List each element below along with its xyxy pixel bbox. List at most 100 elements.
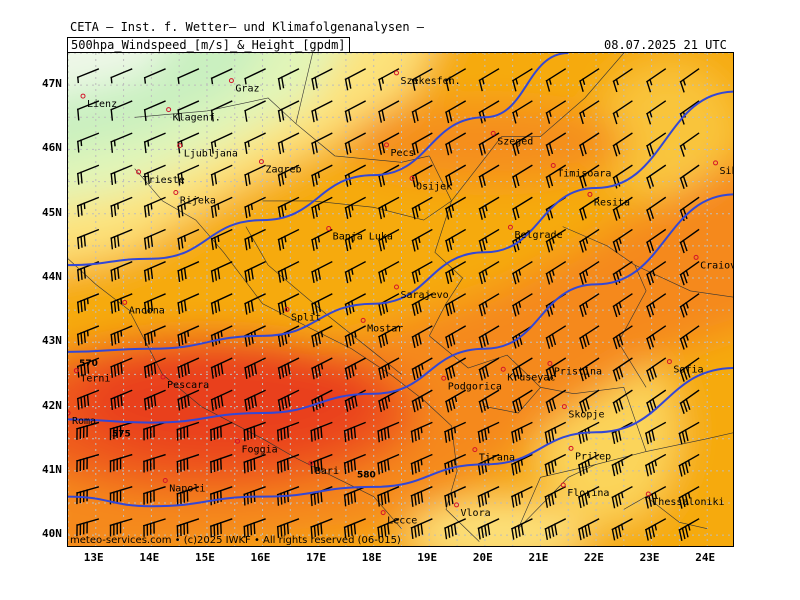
wind-barb [244,164,266,187]
wind-barb [244,196,266,219]
wind-barb [646,68,667,93]
border-line [295,53,313,124]
border-line [451,136,502,202]
city-marker [587,191,593,197]
wind-barb [277,132,300,155]
wind-barb [110,132,133,153]
wind-barb [544,421,567,444]
wind-barb [612,389,633,414]
wind-barb [579,389,600,414]
wind-barb [378,132,400,155]
city-marker [383,142,389,148]
city-marker [326,226,332,231]
wind-barb [646,293,667,318]
lat-label: 45N [42,205,62,219]
wind-barb [311,228,333,251]
city-label: Zagreb [265,165,301,176]
chart-title: 500hpa_Windspeed_[m/s]_&_Height_[gpdm] [67,37,350,53]
city-label: Foggia [242,444,278,455]
wind-barb [109,421,133,441]
wind-barb [378,228,400,252]
city-label: Terni [80,374,110,385]
wind-barb [177,164,200,186]
wind-barb [445,260,467,284]
city-marker [68,410,71,416]
wind-barb [445,293,467,317]
wind-barb [679,293,700,318]
wind-barb [311,196,333,219]
wind-barb [444,518,467,540]
wind-barb [344,228,366,252]
lon-label: 17E [306,551,326,564]
city-marker [441,375,447,381]
height-contour-line [68,90,733,353]
wind-barb [445,389,467,413]
wind-barb [444,421,467,443]
wind-barb [478,164,500,188]
wind-barb [579,100,600,125]
wind-barb [579,68,600,92]
wind-barb [544,485,567,508]
wind-barb [244,389,266,412]
wind-barb [679,68,700,93]
wind-barb [243,453,266,474]
city-label: Rijeka [180,196,216,207]
wind-barb [577,453,600,476]
city-label: Sarajevo [400,290,448,301]
city-label: Timisoara [557,169,611,180]
wind-barb [445,132,467,156]
wind-barb [76,518,100,537]
wind-barb [545,132,567,157]
wind-barb [646,196,667,221]
wind-barb [310,518,333,539]
city-label: Lienz [87,99,117,110]
wind-barb [276,421,300,442]
lat-label: 46N [42,141,62,155]
wind-barb [343,421,366,443]
wind-barb [143,196,166,218]
height-contour-line [68,367,733,508]
city-label: Resita [594,197,630,208]
city-label: Tirana [479,453,515,464]
wind-barb [579,260,600,285]
wind-barb [210,132,233,154]
wind-barb [478,389,500,413]
city-marker [454,502,460,508]
wind-barb [244,68,266,85]
city-marker [472,447,478,453]
wind-barb [277,389,300,412]
city-label: Kruseyac [507,372,555,383]
city-marker [173,190,179,195]
wind-barb [410,518,433,540]
valid-time: 08.07.2025 21 UTC [604,38,727,52]
wind-barb [577,518,600,541]
wind-barb [277,100,300,123]
wind-barb [277,196,300,219]
city-label: Szekesfeh. [400,76,460,87]
wind-barb [612,293,633,318]
wind-barb [545,164,567,189]
wind-barb [310,421,333,442]
wind-barb [76,100,100,121]
city-marker [258,159,264,165]
wind-barb [679,260,700,286]
wind-barb [378,100,400,123]
wind-barb [611,453,633,477]
city-label: Mostar [367,323,403,334]
wind-barb [343,518,366,539]
contour-label: 575 [112,430,131,440]
city-marker [409,175,415,181]
wind-barb [478,357,500,381]
wind-barb [410,453,433,475]
wind-barb [646,164,667,189]
wind-barb [109,486,133,505]
wind-barb [477,421,500,444]
wind-barb [579,228,600,253]
wind-barb [679,325,700,350]
wind-barb [344,132,366,155]
border-line [646,432,733,452]
border-line [501,53,625,137]
wind-barb [311,132,333,155]
wind-barb [478,325,500,349]
city-marker [235,438,241,444]
